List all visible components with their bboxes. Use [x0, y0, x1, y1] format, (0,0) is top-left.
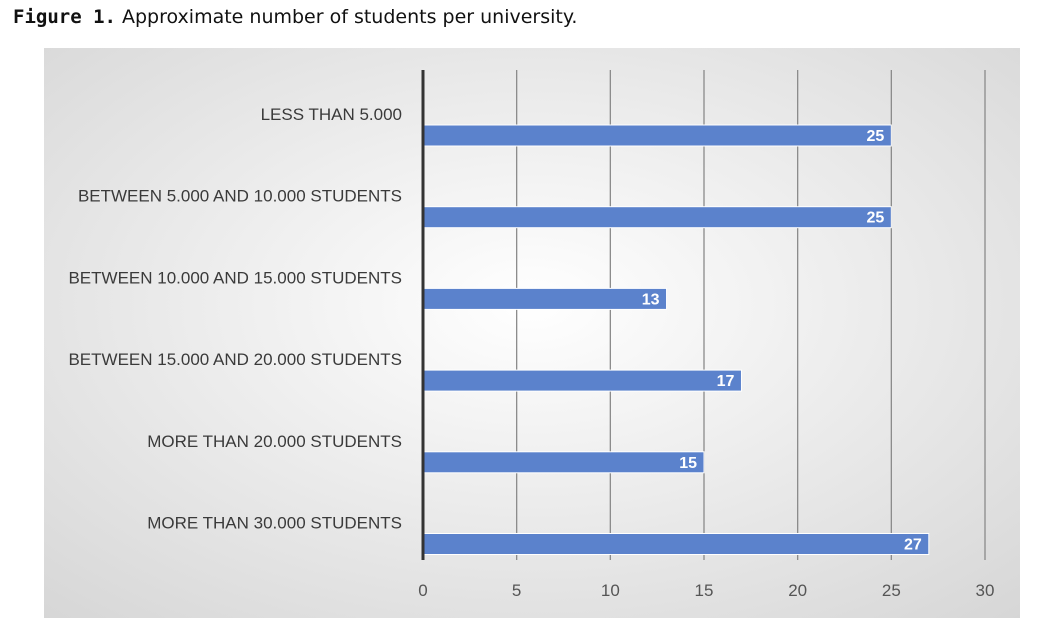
figure-title: Approximate number of students per unive…	[115, 6, 578, 28]
bar-value-label: 25	[867, 210, 885, 227]
bar	[422, 124, 892, 147]
x-tick-label: 0	[418, 581, 427, 600]
bar-value-label: 17	[717, 373, 735, 390]
bar	[422, 451, 705, 474]
x-tick-label: 30	[976, 581, 995, 600]
x-tick-label: 5	[512, 581, 521, 600]
bar	[422, 206, 892, 229]
category-label: MORE THAN 30.000 STUDENTS	[147, 514, 402, 533]
x-tick-label: 25	[882, 581, 901, 600]
x-tick-label: 15	[695, 581, 714, 600]
bar	[422, 533, 930, 555]
category-label: BETWEEN 10.000 AND 15.000 STUDENTS	[68, 268, 402, 287]
bar-value-label: 15	[679, 455, 697, 472]
x-tick-label: 10	[601, 581, 620, 600]
bar-value-label: 13	[642, 291, 660, 308]
x-tick-label: 20	[788, 581, 807, 600]
figure-number: Figure 1.	[13, 6, 116, 28]
chart-area: LESS THAN 5.000 25 BETWEEN 5.000 AND 10.00…	[44, 48, 1020, 618]
category-label: BETWEEN 5.000 AND 10.000 STUDENTS	[78, 187, 402, 206]
category-label: BETWEEN 15.000 AND 20.000 STUDENTS	[68, 350, 402, 369]
bar	[422, 287, 668, 310]
bar-chart: LESS THAN 5.000 25 BETWEEN 5.000 AND 10.00…	[44, 48, 1020, 618]
bar	[422, 369, 742, 392]
figure-caption: Figure 1. Approximate number of students…	[13, 6, 577, 28]
category-label: MORE THAN 20.000 STUDENTS	[147, 432, 402, 451]
bar-value-label: 27	[904, 537, 922, 554]
category-label: LESS THAN 5.000	[261, 105, 402, 124]
bar-value-label: 25	[867, 128, 885, 145]
